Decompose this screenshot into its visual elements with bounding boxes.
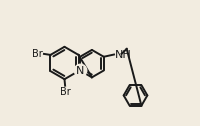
Text: N: N (76, 66, 84, 76)
Text: Br: Br (60, 87, 70, 97)
Text: NH: NH (115, 50, 132, 59)
Text: Br: Br (32, 49, 43, 59)
